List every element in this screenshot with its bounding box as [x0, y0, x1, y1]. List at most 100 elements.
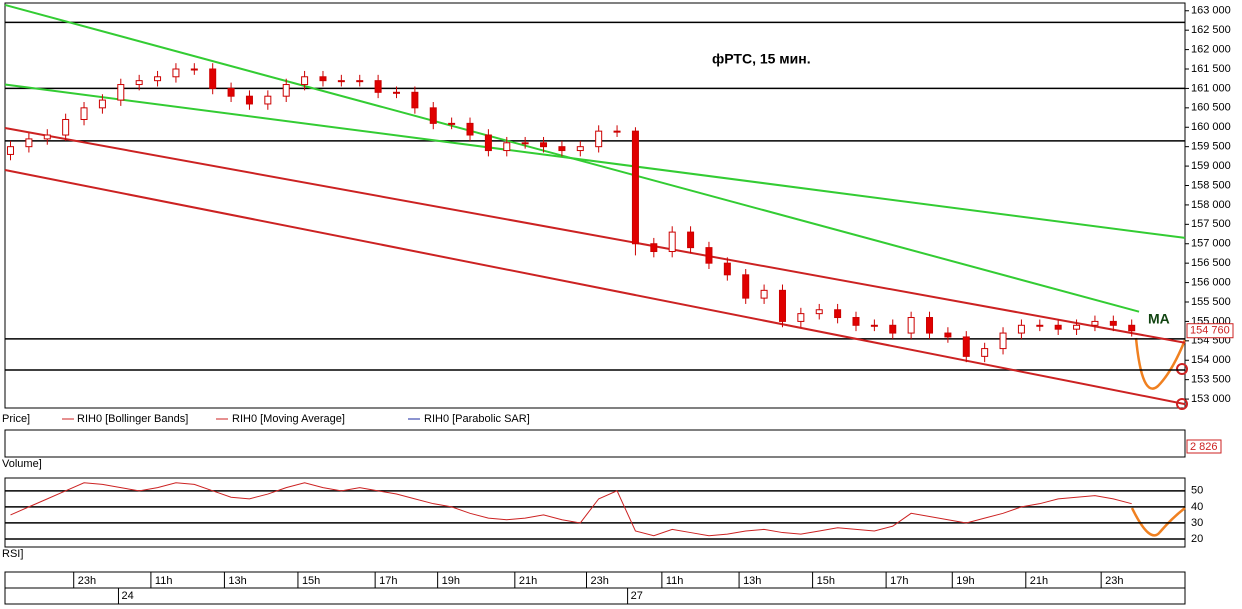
candle-body [172, 68, 180, 78]
candle-body [337, 80, 345, 83]
candle-body [760, 289, 768, 299]
x-tick-label: 19h [442, 575, 460, 587]
candle-body [705, 247, 713, 264]
rsi-tick-label: 20 [1191, 533, 1203, 545]
rsi-tick-label: 50 [1191, 485, 1203, 497]
candle-body [889, 324, 897, 334]
candle-body [62, 118, 70, 136]
candle-body [503, 142, 511, 152]
y-tick-label: 153 000 [1191, 393, 1231, 405]
candle-body [558, 146, 566, 152]
x-tick-label: 15h [817, 575, 835, 587]
candle-body [926, 317, 934, 334]
x-tick-label: 23h [78, 575, 96, 587]
candle-body [521, 142, 529, 145]
candle-body [429, 107, 437, 124]
candle-body [466, 122, 474, 136]
candle-body [834, 309, 842, 319]
candle-body [650, 243, 658, 253]
last-price-box [1186, 323, 1234, 339]
rsi-label: RSI] [2, 548, 23, 560]
candle-body [907, 317, 915, 334]
candle-body [1091, 320, 1099, 326]
ma-annotation: MA [1148, 311, 1170, 327]
x-tick-label: 21h [1030, 575, 1048, 587]
candle-body [98, 99, 106, 109]
candle-body [135, 80, 143, 86]
legend-item: RIH0 [Bollinger Bands] [77, 413, 188, 425]
candle-body [981, 348, 989, 357]
candle-body [1109, 320, 1117, 326]
day-tick-label: 27 [631, 590, 643, 602]
y-tick-label: 162 500 [1191, 24, 1231, 36]
candle-body [742, 274, 750, 299]
forecast-curve [1134, 337, 1187, 390]
candle-body [944, 332, 952, 338]
candle-body [25, 138, 33, 148]
candle-body [1036, 324, 1044, 327]
x-tick-label: 11h [155, 575, 173, 587]
y-tick-label: 155 500 [1191, 296, 1231, 308]
candle-body [815, 309, 823, 315]
rsi-panel [4, 477, 1186, 548]
x-tick-label: 15h [302, 575, 320, 587]
legend-item: Price] [2, 413, 30, 425]
candle-body [282, 84, 290, 97]
y-tick-label: 153 500 [1191, 374, 1231, 386]
candle-body [723, 262, 731, 276]
x-tick-label: 21h [519, 575, 537, 587]
volume-label: Volume] [2, 458, 42, 470]
candle-body [7, 146, 15, 155]
candle-body [870, 324, 878, 327]
day-tick-label: 24 [121, 590, 133, 602]
candle-body [80, 107, 88, 120]
y-tick-label: 161 000 [1191, 82, 1231, 94]
candle-body [668, 231, 676, 253]
candle-body [613, 130, 621, 133]
legend-item: RIH0 [Parabolic SAR] [424, 413, 530, 425]
x-tick-label: 13h [743, 575, 761, 587]
volume-last-box [1186, 439, 1222, 454]
price-panel [4, 2, 1186, 409]
candle-body [411, 91, 419, 109]
candle-body [392, 91, 400, 94]
candle-body [576, 146, 584, 152]
y-tick-label: 156 000 [1191, 276, 1231, 288]
candle-body [356, 80, 364, 83]
y-tick-label: 157 500 [1191, 218, 1231, 230]
candle-body [301, 76, 309, 86]
rsi-tick-label: 30 [1191, 517, 1203, 529]
y-tick-label: 160 500 [1191, 102, 1231, 114]
y-tick-label: 158 500 [1191, 179, 1231, 191]
trendline [4, 168, 1186, 406]
x-tick-label: 17h [379, 575, 397, 587]
candle-body [154, 76, 162, 82]
candle-body [448, 122, 456, 125]
target-marker [1176, 398, 1188, 410]
x-tick-label: 23h [591, 575, 609, 587]
y-tick-label: 163 000 [1191, 5, 1231, 17]
candle-body [595, 130, 603, 148]
y-tick-label: 157 000 [1191, 238, 1231, 250]
candle-body [852, 317, 860, 326]
candle-body [999, 332, 1007, 350]
y-tick-label: 154 000 [1191, 354, 1231, 366]
trendline [4, 83, 1186, 239]
candle-body [778, 289, 786, 322]
candle-body [484, 134, 492, 152]
y-tick-label: 161 500 [1191, 63, 1231, 75]
candle-body [209, 68, 217, 89]
candle-body [1128, 324, 1136, 332]
y-tick-label: 159 000 [1191, 160, 1231, 172]
candle-body [319, 76, 327, 82]
candle-body [1017, 324, 1025, 334]
volume-panel [4, 429, 1186, 458]
legend-item: RIH0 [Moving Average] [232, 413, 345, 425]
target-marker [1176, 363, 1188, 375]
candle-body [374, 80, 382, 93]
forecast-curve [1130, 507, 1186, 537]
rsi-tick-label: 40 [1191, 501, 1203, 513]
x-tick-label: 17h [890, 575, 908, 587]
candle-body [797, 313, 805, 322]
chart-title: фРТС, 15 мин. [712, 51, 811, 67]
